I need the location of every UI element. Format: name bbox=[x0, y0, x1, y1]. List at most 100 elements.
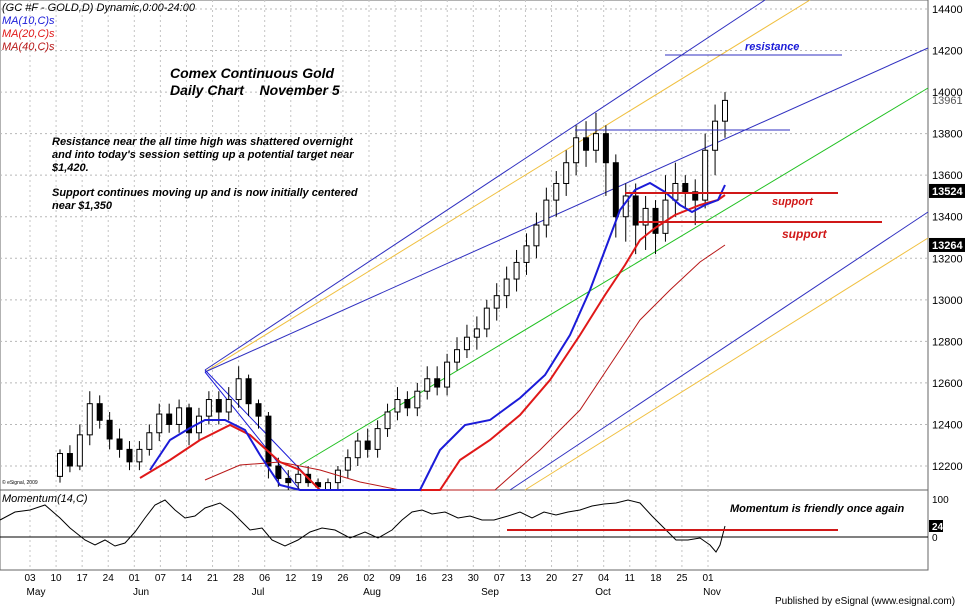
candle-body bbox=[722, 99, 728, 122]
candle-body bbox=[295, 473, 302, 484]
momentum-tick-label: 0 bbox=[932, 533, 938, 544]
momentum-tick-label: 100 bbox=[932, 495, 949, 506]
trend-channels bbox=[204, 0, 929, 491]
month-label: Sep bbox=[481, 587, 499, 598]
day-label: 02 bbox=[363, 573, 375, 584]
candle-body bbox=[632, 195, 639, 226]
day-label: 10 bbox=[51, 573, 63, 584]
day-label: 27 bbox=[572, 573, 584, 584]
candle-body bbox=[424, 378, 431, 392]
candle-body bbox=[473, 328, 480, 338]
candle-body bbox=[136, 448, 143, 463]
day-label: 18 bbox=[650, 573, 662, 584]
candle-body bbox=[503, 278, 510, 297]
price-panel-frame bbox=[0, 0, 929, 491]
price-gridlines bbox=[0, 0, 928, 490]
price-tick-label: 13524 bbox=[932, 186, 963, 198]
candle-body bbox=[364, 440, 371, 450]
day-label: 26 bbox=[337, 573, 349, 584]
candle-body bbox=[434, 378, 441, 388]
candle-body bbox=[126, 448, 133, 463]
candle-body bbox=[702, 149, 709, 201]
candle-body bbox=[166, 413, 173, 425]
candle-body bbox=[483, 307, 490, 330]
candle-body bbox=[573, 137, 580, 164]
commentary-line-4: Support continues moving up and is now i… bbox=[52, 187, 358, 199]
day-label: 25 bbox=[676, 573, 688, 584]
day-label: 19 bbox=[311, 573, 323, 584]
candle-body bbox=[245, 378, 252, 405]
day-label: 03 bbox=[24, 573, 36, 584]
time-axis: 03 10 17 24 01 07 14 21 28 06 12 19 26 02 09 16 23 30 07 13… bbox=[24, 573, 720, 598]
candle-body bbox=[66, 453, 73, 467]
candle-body bbox=[225, 399, 232, 413]
price-tick-label: 14200 bbox=[932, 46, 963, 58]
candle-body bbox=[156, 413, 163, 434]
candle-body bbox=[324, 482, 331, 491]
channel-blue-lower bbox=[509, 211, 929, 491]
month-label: Aug bbox=[363, 587, 381, 598]
candle-body bbox=[513, 261, 520, 280]
momentum-label: Momentum(14,C) bbox=[2, 493, 88, 505]
price-tick-label: 13264 bbox=[932, 240, 963, 252]
ma40-line bbox=[204, 244, 726, 491]
day-label: 09 bbox=[390, 573, 402, 584]
price-candles bbox=[57, 92, 728, 491]
momentum-badge bbox=[929, 520, 943, 532]
day-label: 21 bbox=[207, 573, 219, 584]
day-label: 23 bbox=[442, 573, 454, 584]
candle-body bbox=[57, 453, 63, 477]
candle-body bbox=[642, 207, 649, 226]
candle-body bbox=[265, 415, 272, 467]
price-tick-label: 14400 bbox=[932, 4, 963, 16]
commentary-line-1: Resistance near the all time high was sh… bbox=[52, 136, 354, 148]
price-tick-label: 13200 bbox=[932, 253, 963, 265]
day-label: 06 bbox=[259, 573, 271, 584]
candle-body bbox=[344, 457, 351, 471]
candle-body bbox=[493, 295, 500, 309]
candle-body bbox=[285, 477, 292, 484]
symbol-header: (GC #F - GOLD,D) Dynamic,0:00-24:00 bbox=[2, 2, 196, 14]
footer-text: Published by eSignal (www.esignal.com) bbox=[775, 596, 955, 607]
momentum-axis: 100 240 bbox=[929, 495, 949, 544]
price-tick-label: 12400 bbox=[932, 419, 963, 431]
candle-body bbox=[583, 137, 590, 151]
day-label: 13 bbox=[520, 573, 532, 584]
channel-yellow-upper bbox=[204, 0, 811, 373]
candle-body bbox=[612, 162, 619, 218]
candle-body bbox=[354, 440, 361, 459]
commentary-line-5: near $1,350 bbox=[52, 200, 113, 212]
channel-blue-mid bbox=[204, 47, 929, 373]
day-label: 17 bbox=[77, 573, 89, 584]
candle-body bbox=[543, 199, 550, 226]
candle-body bbox=[523, 245, 530, 263]
price-tick-label: 13000 bbox=[932, 295, 963, 307]
candle-body bbox=[414, 390, 421, 409]
candle-body bbox=[672, 182, 679, 201]
price-tick-label: 12800 bbox=[932, 336, 963, 348]
month-label: Jun bbox=[133, 587, 149, 598]
day-label: 12 bbox=[285, 573, 297, 584]
day-label: 20 bbox=[546, 573, 558, 584]
copyright-text: © eSignal, 2009 bbox=[2, 479, 38, 486]
day-label: 11 bbox=[625, 573, 636, 584]
month-label: May bbox=[27, 587, 46, 598]
price-tick-label: 13800 bbox=[932, 129, 963, 141]
day-label: 01 bbox=[129, 573, 141, 584]
candle-body bbox=[652, 207, 659, 234]
candle-body bbox=[563, 162, 570, 184]
candle-body bbox=[592, 133, 599, 151]
month-label: Oct bbox=[595, 587, 611, 598]
candle-body bbox=[116, 438, 123, 450]
price-tick-label: 13961 bbox=[932, 95, 963, 107]
candle-body bbox=[235, 378, 242, 401]
momentum-line bbox=[0, 499, 726, 553]
candle-body bbox=[533, 224, 540, 247]
month-label: Nov bbox=[703, 587, 721, 598]
candle-body bbox=[86, 403, 93, 436]
chart-subtitle: Daily Chart November 5 bbox=[170, 82, 340, 98]
ma10-legend: MA(10,C)s bbox=[2, 15, 55, 27]
candle-body bbox=[692, 191, 699, 201]
support-label-2: support bbox=[782, 227, 828, 241]
